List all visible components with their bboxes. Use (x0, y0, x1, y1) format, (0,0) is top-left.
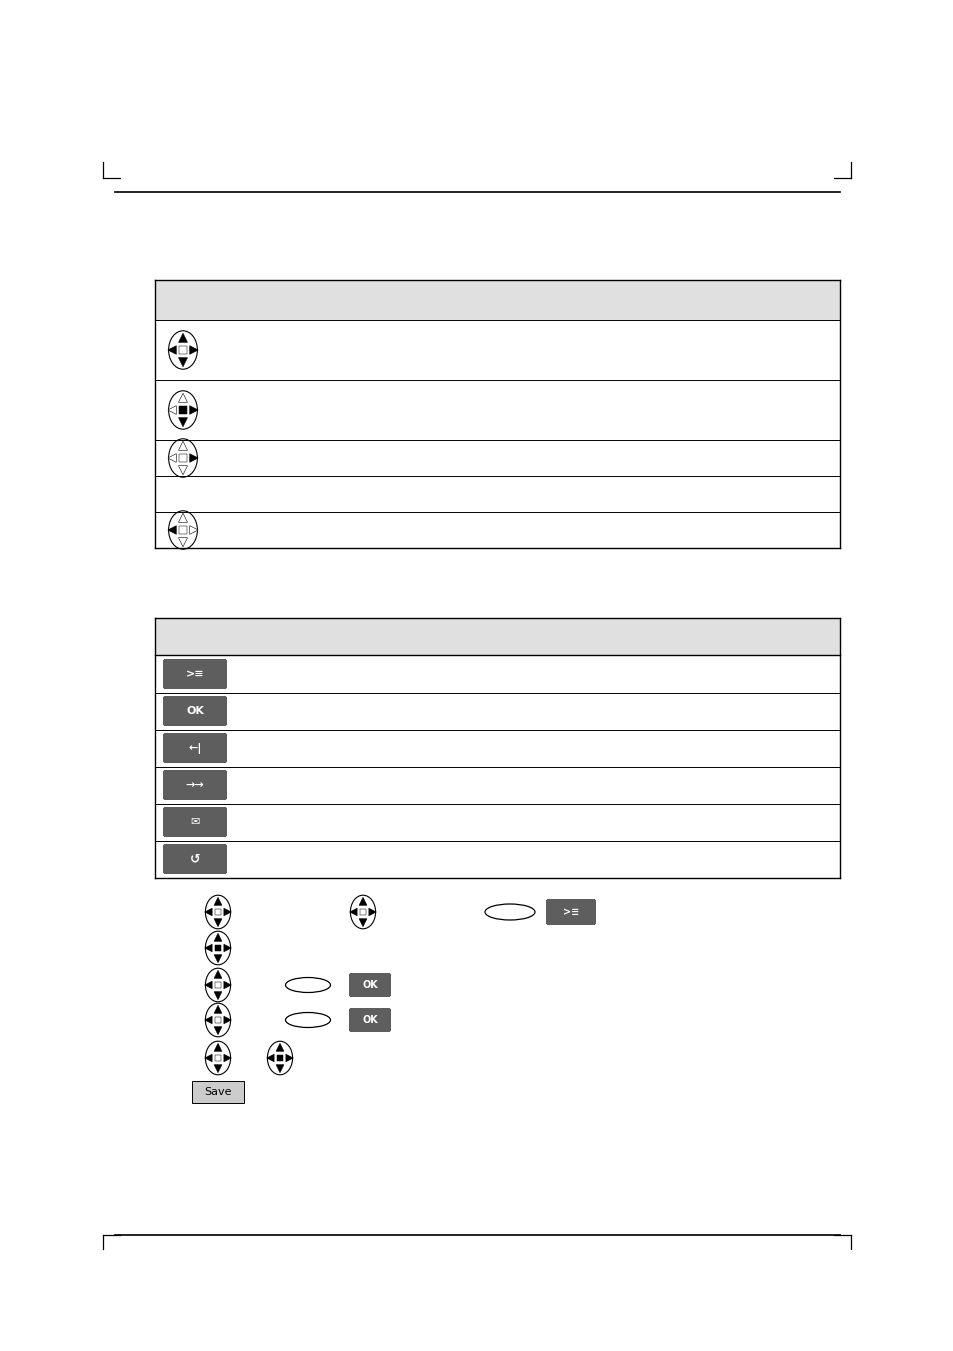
Bar (179, 407, 187, 413)
Bar (214, 1055, 221, 1061)
Polygon shape (205, 981, 212, 989)
Polygon shape (213, 1065, 222, 1073)
Polygon shape (224, 908, 231, 916)
Text: OK: OK (186, 707, 204, 716)
Bar (179, 527, 187, 534)
Polygon shape (213, 897, 222, 905)
Polygon shape (178, 393, 188, 403)
Polygon shape (213, 1043, 222, 1051)
Polygon shape (224, 944, 231, 952)
Polygon shape (275, 1043, 284, 1051)
Bar (214, 909, 221, 915)
Bar (154, 280, 840, 320)
Polygon shape (275, 1065, 284, 1073)
Polygon shape (168, 526, 176, 534)
Text: ↺: ↺ (190, 852, 200, 866)
Polygon shape (205, 908, 212, 916)
Text: OK: OK (362, 1015, 377, 1025)
Bar (154, 617, 840, 655)
Bar (214, 982, 221, 988)
Polygon shape (213, 955, 222, 963)
FancyBboxPatch shape (163, 808, 226, 836)
Polygon shape (205, 1016, 212, 1024)
Bar (214, 944, 221, 951)
Polygon shape (213, 919, 222, 927)
Text: Save: Save (204, 1088, 232, 1097)
FancyBboxPatch shape (163, 844, 226, 874)
Polygon shape (178, 442, 188, 450)
Polygon shape (178, 358, 188, 367)
Text: >≡: >≡ (562, 907, 578, 917)
Polygon shape (205, 1054, 212, 1062)
Polygon shape (350, 908, 356, 916)
Polygon shape (213, 934, 222, 942)
Polygon shape (190, 454, 198, 462)
Text: →→: →→ (186, 780, 204, 790)
FancyBboxPatch shape (163, 659, 226, 689)
Polygon shape (213, 1027, 222, 1035)
FancyBboxPatch shape (163, 770, 226, 800)
Polygon shape (178, 417, 188, 427)
Bar (359, 909, 366, 915)
Polygon shape (267, 1054, 274, 1062)
Polygon shape (213, 970, 222, 978)
FancyBboxPatch shape (349, 974, 390, 997)
Polygon shape (190, 526, 198, 534)
Polygon shape (224, 1016, 231, 1024)
Polygon shape (358, 919, 367, 927)
Polygon shape (178, 334, 188, 342)
Polygon shape (224, 1054, 231, 1062)
Polygon shape (213, 992, 222, 1000)
FancyBboxPatch shape (546, 900, 595, 924)
Bar (179, 346, 187, 354)
FancyBboxPatch shape (192, 1081, 244, 1102)
Polygon shape (213, 1005, 222, 1013)
Polygon shape (190, 405, 198, 415)
Polygon shape (205, 944, 212, 952)
Polygon shape (168, 454, 176, 462)
Bar (214, 1017, 221, 1023)
FancyBboxPatch shape (163, 734, 226, 762)
Bar (276, 1055, 283, 1061)
Polygon shape (168, 405, 176, 415)
Text: OK: OK (362, 979, 377, 990)
FancyBboxPatch shape (163, 697, 226, 725)
Polygon shape (168, 346, 176, 354)
Text: ✉: ✉ (190, 817, 199, 827)
Text: ←|: ←| (188, 743, 201, 754)
Polygon shape (178, 466, 188, 474)
Polygon shape (286, 1054, 293, 1062)
Polygon shape (190, 346, 198, 354)
FancyBboxPatch shape (349, 1008, 390, 1032)
Text: >≡: >≡ (186, 669, 204, 680)
Polygon shape (178, 513, 188, 523)
Polygon shape (224, 981, 231, 989)
Polygon shape (178, 538, 188, 547)
Bar (179, 454, 187, 462)
Polygon shape (358, 897, 367, 905)
Polygon shape (369, 908, 375, 916)
